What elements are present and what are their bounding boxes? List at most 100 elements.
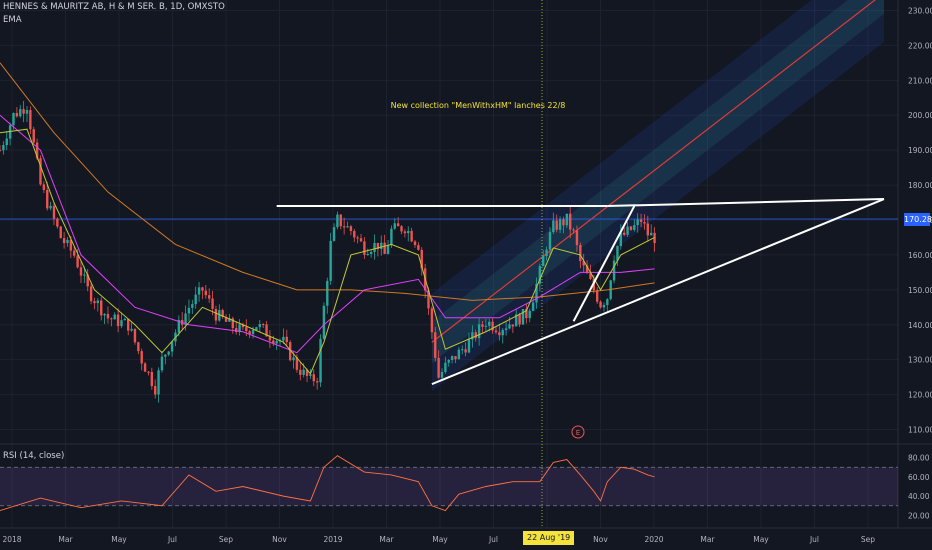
- candle: [417, 245, 420, 250]
- candle: [528, 310, 531, 319]
- time-tick-label: May: [753, 535, 769, 544]
- candle: [66, 239, 69, 244]
- candle: [467, 339, 471, 353]
- candle: [400, 226, 403, 232]
- candle: [336, 214, 339, 228]
- candle: [113, 314, 116, 320]
- channel-center-line: [431, 0, 876, 343]
- candle: [8, 125, 12, 139]
- last-price-tag: 170.28: [904, 213, 932, 226]
- indicator-label[interactable]: EMA: [3, 15, 22, 25]
- candle: [447, 359, 450, 363]
- candle: [160, 356, 164, 371]
- candle: [2, 145, 5, 151]
- candle: [204, 290, 208, 296]
- candle: [646, 223, 650, 236]
- candle: [25, 110, 29, 114]
- time-tick-label: Sep: [861, 535, 875, 544]
- candle: [228, 318, 231, 322]
- candle: [386, 245, 390, 254]
- candle: [622, 232, 626, 235]
- candle: [214, 308, 218, 321]
- time-tick-label: Sep: [219, 535, 233, 544]
- price-tick-label: 230.00: [908, 6, 932, 15]
- candle: [585, 265, 589, 274]
- candle: [322, 305, 326, 339]
- rsi-tick-label: 80.00: [908, 454, 930, 463]
- candle: [305, 369, 309, 376]
- candle: [96, 300, 100, 304]
- candle: [450, 356, 454, 360]
- candle: [518, 314, 521, 325]
- candle: [363, 241, 366, 255]
- candle: [251, 329, 255, 335]
- candle: [5, 138, 8, 146]
- candle: [110, 318, 113, 320]
- candle: [73, 250, 76, 256]
- candle: [255, 327, 258, 330]
- candle: [282, 336, 285, 341]
- earnings-marker-label: E: [576, 429, 580, 437]
- candle: [511, 324, 515, 327]
- candle: [373, 242, 376, 252]
- candle: [329, 240, 332, 281]
- candle: [295, 357, 299, 370]
- candle: [288, 342, 292, 361]
- candle: [508, 324, 511, 329]
- rsi-tick-label: 40.00: [908, 492, 930, 501]
- candle: [427, 290, 430, 309]
- price-tick-label: 220.00: [908, 41, 932, 50]
- candle: [420, 249, 423, 269]
- candle: [599, 301, 602, 308]
- candle: [56, 218, 59, 227]
- candle: [548, 232, 552, 250]
- candle: [123, 318, 127, 321]
- ema-mid-line: [0, 114, 655, 354]
- candle: [143, 363, 147, 372]
- candle: [12, 113, 15, 126]
- candle: [272, 340, 275, 344]
- candle: [32, 129, 35, 143]
- candle: [147, 371, 150, 373]
- time-tick-label: Jul: [167, 535, 177, 544]
- candle: [643, 222, 646, 224]
- candle: [238, 324, 241, 332]
- candle: [477, 324, 481, 339]
- candle: [177, 319, 181, 333]
- time-tick-label: Nov: [272, 535, 287, 544]
- candle: [22, 109, 25, 114]
- candle: [636, 219, 639, 226]
- price-tick-label: 180.00: [908, 181, 932, 190]
- candle: [62, 238, 66, 244]
- candle: [346, 226, 349, 228]
- candle: [440, 371, 444, 378]
- candle: [127, 318, 130, 331]
- candle: [633, 225, 636, 230]
- trendline: [431, 198, 885, 386]
- candle: [471, 332, 474, 340]
- candle: [42, 184, 46, 190]
- symbol-title: HENNES & MAURITZ AB, H & M SER. B, 1D, O…: [3, 2, 225, 12]
- candle: [39, 158, 42, 185]
- trendline: [607, 198, 885, 208]
- price-tick-label: 140.00: [908, 321, 932, 330]
- candle: [565, 213, 569, 226]
- candle: [52, 205, 56, 219]
- candle: [525, 309, 528, 319]
- candle: [464, 349, 467, 353]
- candle: [0, 150, 2, 152]
- candle: [299, 369, 302, 375]
- candle: [538, 266, 542, 284]
- candle: [315, 381, 319, 383]
- candle: [629, 226, 633, 230]
- candle: [339, 214, 342, 227]
- candle: [137, 342, 140, 352]
- rsi-legend[interactable]: RSI (14, close): [3, 451, 65, 461]
- time-tick-label: 2020: [644, 535, 663, 544]
- candle: [531, 302, 535, 311]
- time-tick-label: Mar: [58, 535, 73, 544]
- candle: [602, 304, 606, 308]
- candle: [589, 273, 592, 279]
- candle: [619, 232, 623, 247]
